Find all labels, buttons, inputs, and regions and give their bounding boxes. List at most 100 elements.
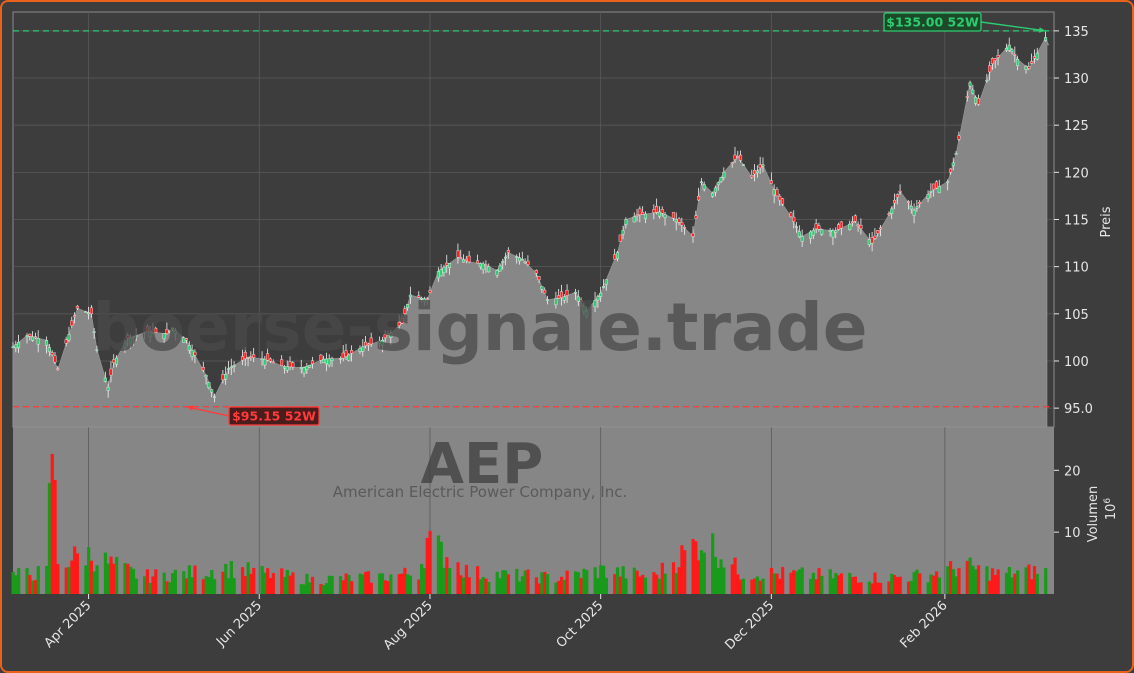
candle: [467, 250, 471, 264]
candle-body: [817, 225, 821, 230]
volume-axis: 10 20: [1054, 464, 1081, 541]
candle-body: [951, 162, 955, 166]
candle: [946, 179, 950, 191]
volume-bar: [33, 579, 38, 594]
candle: [792, 210, 796, 229]
candle-body: [638, 208, 642, 215]
candle: [887, 211, 891, 217]
candle: [839, 221, 843, 236]
candle: [148, 326, 152, 343]
volume-bar: [526, 569, 530, 594]
candle: [990, 57, 994, 70]
candle-body: [926, 194, 930, 199]
candle: [103, 371, 107, 383]
candle-body: [266, 353, 270, 361]
volume-bar: [909, 580, 913, 594]
candle: [968, 80, 972, 90]
volume-bar: [817, 568, 821, 594]
candle: [562, 294, 566, 304]
candle-body: [383, 334, 387, 339]
candle: [795, 222, 799, 233]
candle-body: [834, 230, 838, 233]
candle-body: [330, 358, 334, 361]
volume-bar: [358, 573, 362, 594]
volume-bar: [123, 563, 127, 594]
volume-bar: [576, 572, 580, 594]
candle-body: [968, 82, 972, 87]
volume-bar: [697, 560, 701, 594]
volume-bar: [143, 576, 147, 594]
candle: [506, 247, 510, 259]
volume-bar: [565, 570, 569, 594]
candle-body: [369, 337, 373, 345]
y-tick-label: 100: [1064, 355, 1089, 370]
candle: [520, 251, 524, 261]
candle-body: [436, 271, 440, 279]
volume-bar: [243, 576, 247, 594]
candle-body: [543, 289, 547, 294]
candle-body: [456, 250, 460, 258]
volume-bar: [820, 575, 824, 594]
candle-body: [17, 342, 21, 349]
candle: [1027, 62, 1031, 71]
candle: [702, 181, 706, 192]
candle: [954, 151, 958, 155]
candle-body: [428, 290, 432, 293]
candle-body: [33, 336, 37, 338]
volume-bar: [193, 565, 197, 594]
volume-bar: [781, 567, 785, 594]
candle-body: [417, 295, 421, 298]
volume-bar: [56, 564, 60, 594]
volume-bar: [618, 576, 622, 594]
volume-bar: [898, 576, 902, 594]
volume-bar: [190, 577, 194, 594]
volume-bar: [462, 577, 466, 594]
candle: [1013, 46, 1017, 63]
candle: [45, 336, 49, 354]
volume-bar: [64, 567, 68, 594]
volume-bar: [1016, 570, 1020, 594]
volume-bar: [929, 574, 933, 594]
volume-bar: [285, 569, 289, 594]
volume-bar: [643, 577, 648, 594]
candle-body: [1044, 37, 1048, 41]
volume-bar: [755, 576, 760, 594]
candle: [143, 331, 147, 340]
candle: [263, 355, 267, 369]
candle-body: [1030, 61, 1034, 64]
candle-body: [515, 256, 519, 258]
volume-bar: [834, 573, 838, 594]
y-tick-label: 130: [1064, 72, 1089, 87]
y-tick-label: 120: [1064, 166, 1089, 181]
candle: [400, 314, 404, 324]
candle-body: [906, 201, 910, 203]
candle-body: [1010, 49, 1014, 52]
candle: [193, 349, 197, 364]
candle: [47, 343, 51, 357]
candle-body: [31, 336, 35, 341]
volume-bar: [366, 571, 371, 594]
volume-bar: [540, 572, 544, 594]
candle: [655, 198, 659, 215]
candle-body: [870, 237, 874, 244]
candle-body: [67, 334, 71, 341]
candle: [425, 296, 429, 305]
candle-body: [64, 339, 68, 344]
candle-body: [912, 209, 916, 216]
candle: [576, 290, 580, 307]
volume-bar: [322, 584, 326, 594]
candle: [971, 84, 975, 95]
candle-body: [831, 230, 835, 238]
candle-body: [504, 256, 508, 259]
volume-bar: [926, 582, 930, 594]
candle: [417, 291, 421, 298]
candle: [545, 295, 549, 305]
candle-body: [53, 355, 57, 363]
volume-bar: [171, 573, 175, 594]
candle: [951, 157, 955, 171]
candle-body: [75, 305, 79, 309]
volume-bar: [837, 575, 841, 594]
candle-body: [932, 183, 936, 190]
candle-body: [683, 226, 687, 229]
candle: [89, 305, 93, 318]
